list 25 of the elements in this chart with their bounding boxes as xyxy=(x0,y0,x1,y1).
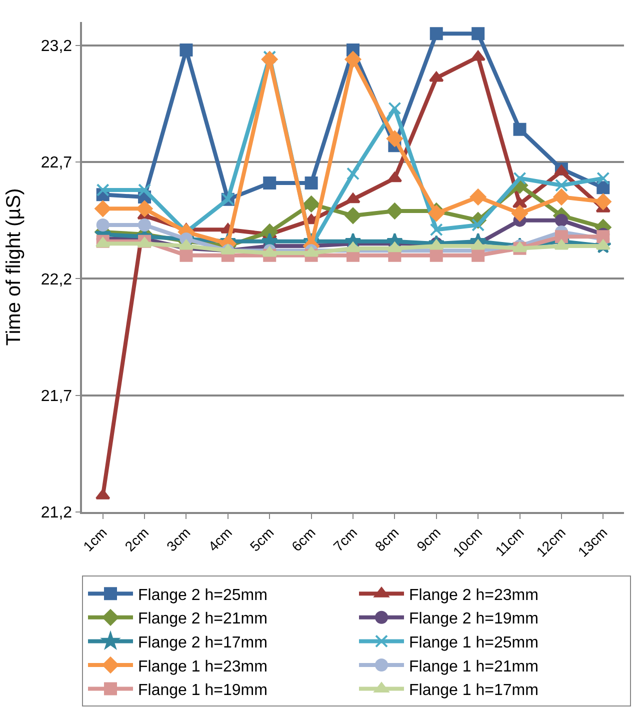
legend-label: Flange 2 h=19mm xyxy=(409,610,538,628)
y-tick-label: 21,2 xyxy=(40,504,72,522)
legend-label: Flange 2 h=21mm xyxy=(138,610,268,628)
x-tick-label: 6cm xyxy=(288,524,318,554)
y-tick-label: 23,2 xyxy=(40,38,72,55)
y-axis-title: Time of flight (µS) xyxy=(2,188,25,346)
x-tick-label: 9cm xyxy=(413,524,444,554)
legend-label: Flange 1 h=17mm xyxy=(409,682,538,700)
x-tick-label: 5cm xyxy=(246,524,277,554)
legend-label: Flange 1 h=23mm xyxy=(138,658,268,676)
legend-label: Flange 2 h=23mm xyxy=(409,586,538,604)
legend-label: Flange 2 h=25mm xyxy=(138,586,268,604)
legend-label: Flange 2 h=17mm xyxy=(138,634,268,652)
x-tick-label: 1cm xyxy=(80,524,110,554)
legend-label: Flange 1 h=19mm xyxy=(138,682,268,700)
legend-label: Flange 1 h=25mm xyxy=(409,634,538,652)
legend-label: Flange 1 h=21mm xyxy=(409,658,538,676)
x-tick-label: 8cm xyxy=(372,524,402,554)
x-tick-label: 4cm xyxy=(204,524,235,554)
x-tick-label: 2cm xyxy=(122,524,152,554)
y-tick-label: 22,7 xyxy=(40,154,72,172)
x-tick-label: 3cm xyxy=(163,524,194,554)
y-tick-label: 22,2 xyxy=(40,271,72,288)
x-tick-label: 7cm xyxy=(330,524,360,554)
y-tick-label: 21,7 xyxy=(40,388,72,405)
